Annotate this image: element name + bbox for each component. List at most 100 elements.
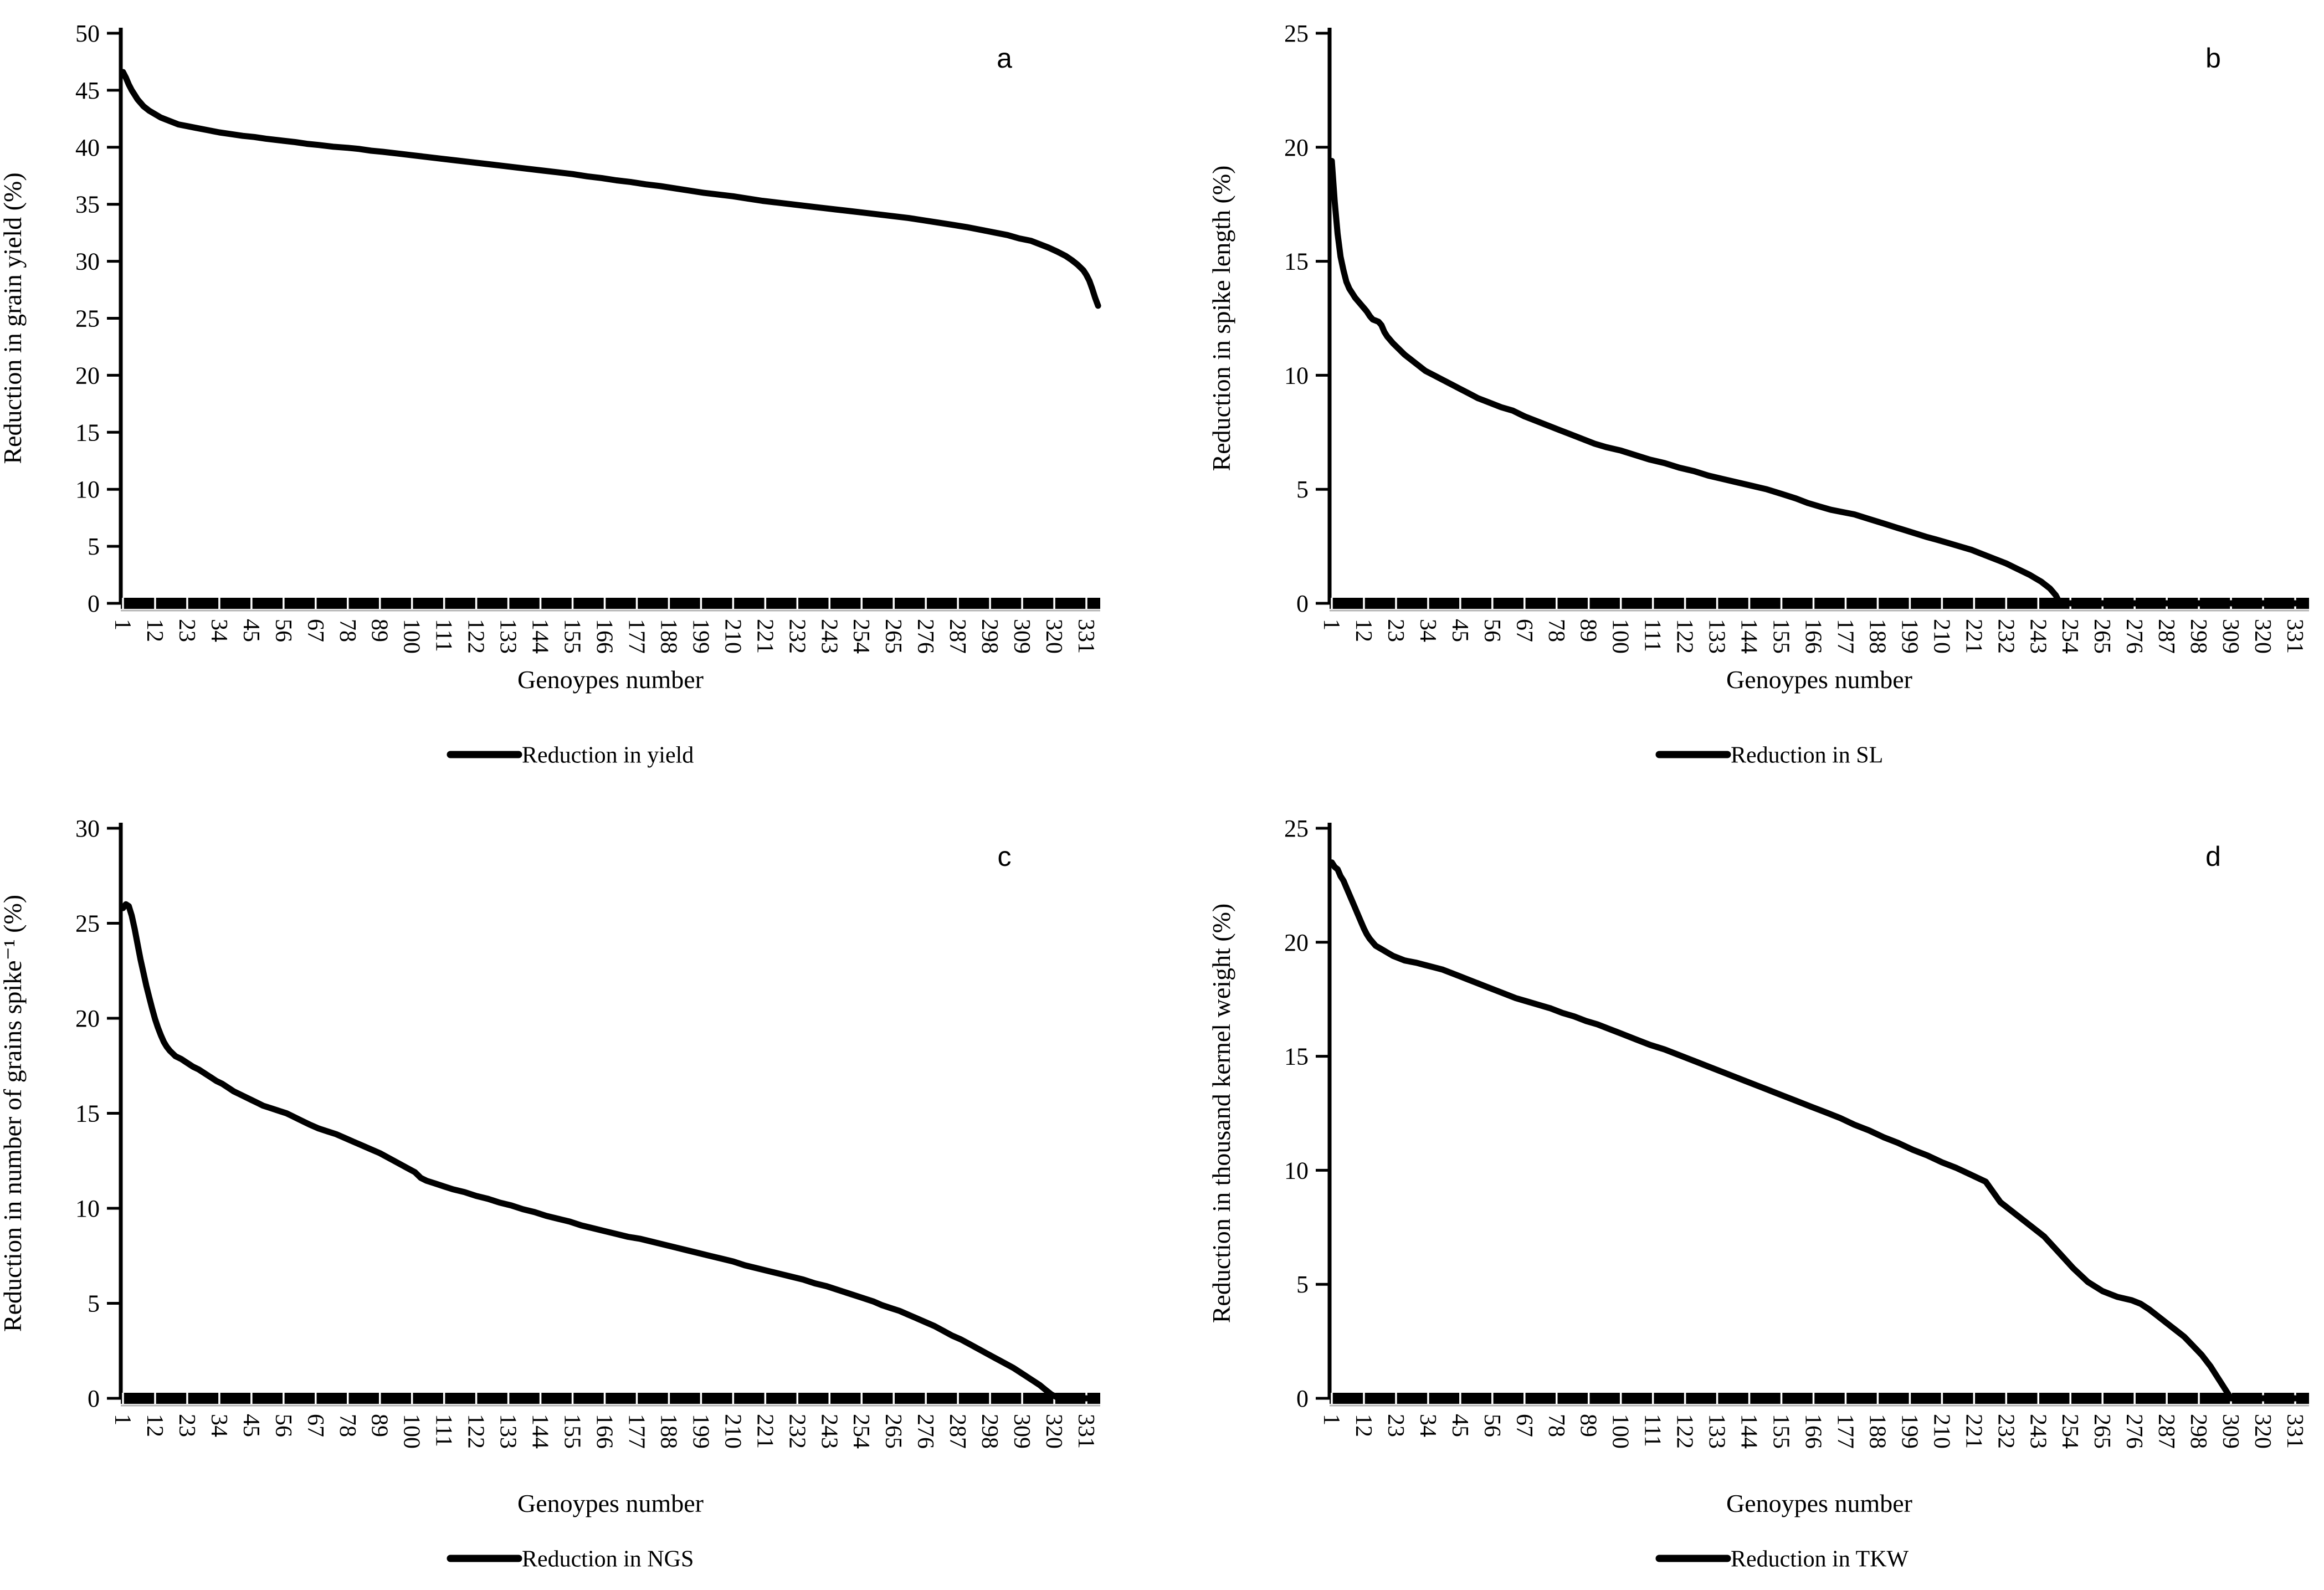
- y-tick-label: 30: [75, 248, 100, 275]
- y-tick-label: 25: [75, 910, 100, 937]
- x-tick-label: 144: [527, 1414, 553, 1449]
- y-tick-label: 25: [1284, 20, 1309, 47]
- x-tick-label: 133: [1704, 619, 1730, 654]
- y-tick-label: 30: [75, 815, 100, 842]
- panel-letter-c: c: [998, 841, 1012, 872]
- legend: Reduction in SL: [1655, 742, 1883, 768]
- series-line-c: [120, 901, 1090, 1402]
- x-tick-label: 133: [495, 1414, 521, 1449]
- x-tick-label: 78: [335, 619, 360, 642]
- x-tick-label: 309: [2218, 1414, 2243, 1449]
- x-tick-label: 100: [1608, 1414, 1633, 1449]
- x-tick-label: 89: [367, 1414, 392, 1437]
- x-tick-label: 320: [1041, 619, 1066, 654]
- y-tick-label: 35: [75, 191, 100, 218]
- series-line-d: [1328, 859, 2299, 1402]
- x-tick-label: 298: [2186, 1414, 2211, 1449]
- x-tick-label: 210: [1928, 1414, 1954, 1449]
- y-tick-label: 10: [1284, 362, 1309, 389]
- x-tick-label: 1: [1319, 1414, 1344, 1425]
- y-axis: 0 5 10 15 20 25 30: [75, 815, 123, 1412]
- y-tick-label: 20: [1284, 134, 1309, 161]
- x-tick-label: 243: [2025, 1414, 2050, 1449]
- x-tick-label: 276: [912, 1414, 938, 1449]
- x-tick-label: 155: [1768, 619, 1794, 654]
- x-tick-label: 67: [1511, 1414, 1537, 1437]
- y-axis-title: Reduction in spike length (%): [1207, 166, 1235, 471]
- x-tick-label: 34: [1415, 619, 1440, 642]
- x-tick-label: 89: [1576, 619, 1601, 642]
- x-tick-label: 199: [688, 1414, 713, 1449]
- x-tick-label: 89: [367, 619, 392, 642]
- x-tick-label: 78: [1543, 619, 1569, 642]
- y-tick-label: 10: [75, 1195, 100, 1222]
- x-tick-label: 56: [270, 619, 296, 642]
- x-tick-label: 221: [752, 1414, 777, 1449]
- y-tick-label: 0: [1296, 1385, 1309, 1412]
- panel-b-spike-length: 0 5 10 15 20 25 1 12 23 34 45 56 67 78 89 100 111 122 133 1…: [1163, 0, 2324, 795]
- x-tick-label: 265: [880, 1414, 906, 1449]
- x-tick-label: 331: [1073, 619, 1099, 654]
- x-tick-label: 221: [752, 619, 777, 654]
- panel-letter-d: d: [2205, 841, 2221, 872]
- x-tick-label: 320: [1041, 1414, 1066, 1449]
- y-tick-label: 5: [1296, 1271, 1309, 1298]
- x-tick-label: 298: [977, 619, 1002, 654]
- series-line-a: [120, 69, 1101, 309]
- x-tick-label: 210: [1928, 619, 1954, 654]
- y-tick-label: 15: [1284, 248, 1309, 275]
- panel-a-grain-yield: 0 5 10 15 20 25 30 35 40 45 50 1 12 23 34 45 56 67 78 89 100…: [0, 0, 1163, 795]
- y-axis: 0 5 10 15 20 25: [1284, 815, 1332, 1412]
- x-tick-label: 78: [1543, 1414, 1569, 1437]
- x-tick-label: 276: [2121, 1414, 2147, 1449]
- x-tick-label: 144: [1736, 1414, 1762, 1449]
- x-tick-label: 34: [206, 619, 232, 642]
- chart-svg-c: 0 5 10 15 20 25 30 1 12 23 34 45 56 67 78 89 100 111 122 13…: [0, 815, 1100, 1572]
- x-tick-label: 232: [1993, 619, 2018, 654]
- x-tick-label: 221: [1961, 619, 1986, 654]
- x-tick-label: 166: [1800, 619, 1826, 654]
- x-axis: 1 12 23 34 45 56 67 78 89 100 111 122 133 144 155 166 17…: [1319, 1393, 2309, 1449]
- x-tick-label: 111: [1640, 1414, 1665, 1447]
- x-tick-label: 276: [2121, 619, 2147, 654]
- x-tick-label: 1: [110, 1414, 135, 1425]
- x-tick-label: 265: [2089, 619, 2115, 654]
- x-tick-label: 166: [1800, 1414, 1826, 1449]
- x-tick-label: 133: [495, 619, 521, 654]
- x-tick-label: 100: [1608, 619, 1633, 654]
- y-axis: 0 5 10 15 20 25: [1284, 20, 1332, 617]
- x-tick-label: 254: [848, 619, 874, 654]
- y-tick-label: 40: [75, 134, 100, 161]
- x-axis-title: Genoypes number: [517, 665, 704, 694]
- y-tick-label: 0: [1296, 590, 1309, 617]
- x-tick-label: 34: [1415, 1414, 1440, 1437]
- x-tick-label: 12: [1351, 1414, 1376, 1437]
- x-tick-label: 243: [2025, 619, 2050, 654]
- x-tick-label: 1: [1319, 619, 1344, 630]
- x-tick-label: 298: [977, 1414, 1002, 1449]
- x-tick-label: 155: [560, 619, 585, 654]
- x-tick-label: 331: [2282, 1414, 2307, 1449]
- x-tick-label: 309: [1009, 619, 1034, 654]
- y-tick-label: 25: [75, 305, 100, 332]
- x-tick-label: 111: [1640, 619, 1665, 652]
- x-tick-label: 221: [1961, 1414, 1986, 1449]
- x-tick-label: 23: [1383, 1414, 1408, 1437]
- x-tick-label: 265: [880, 619, 906, 654]
- x-tick-label: 144: [1736, 619, 1762, 654]
- x-tick-label: 122: [463, 1414, 489, 1449]
- x-tick-label: 177: [623, 1414, 649, 1449]
- x-tick-label: 56: [1479, 1414, 1505, 1437]
- y-tick-label: 20: [75, 362, 100, 389]
- x-tick-label: 122: [463, 619, 489, 654]
- y-tick-label: 5: [1296, 476, 1309, 503]
- x-tick-label: 188: [655, 1414, 681, 1449]
- x-tick-label: 89: [1576, 1414, 1601, 1437]
- x-tick-label: 232: [784, 1414, 809, 1449]
- x-tick-label: 298: [2186, 619, 2211, 654]
- x-tick-label: 56: [270, 1414, 296, 1437]
- x-tick-label: 199: [1896, 619, 1922, 654]
- x-tick-label: 232: [784, 619, 809, 654]
- x-tick-label: 276: [912, 619, 938, 654]
